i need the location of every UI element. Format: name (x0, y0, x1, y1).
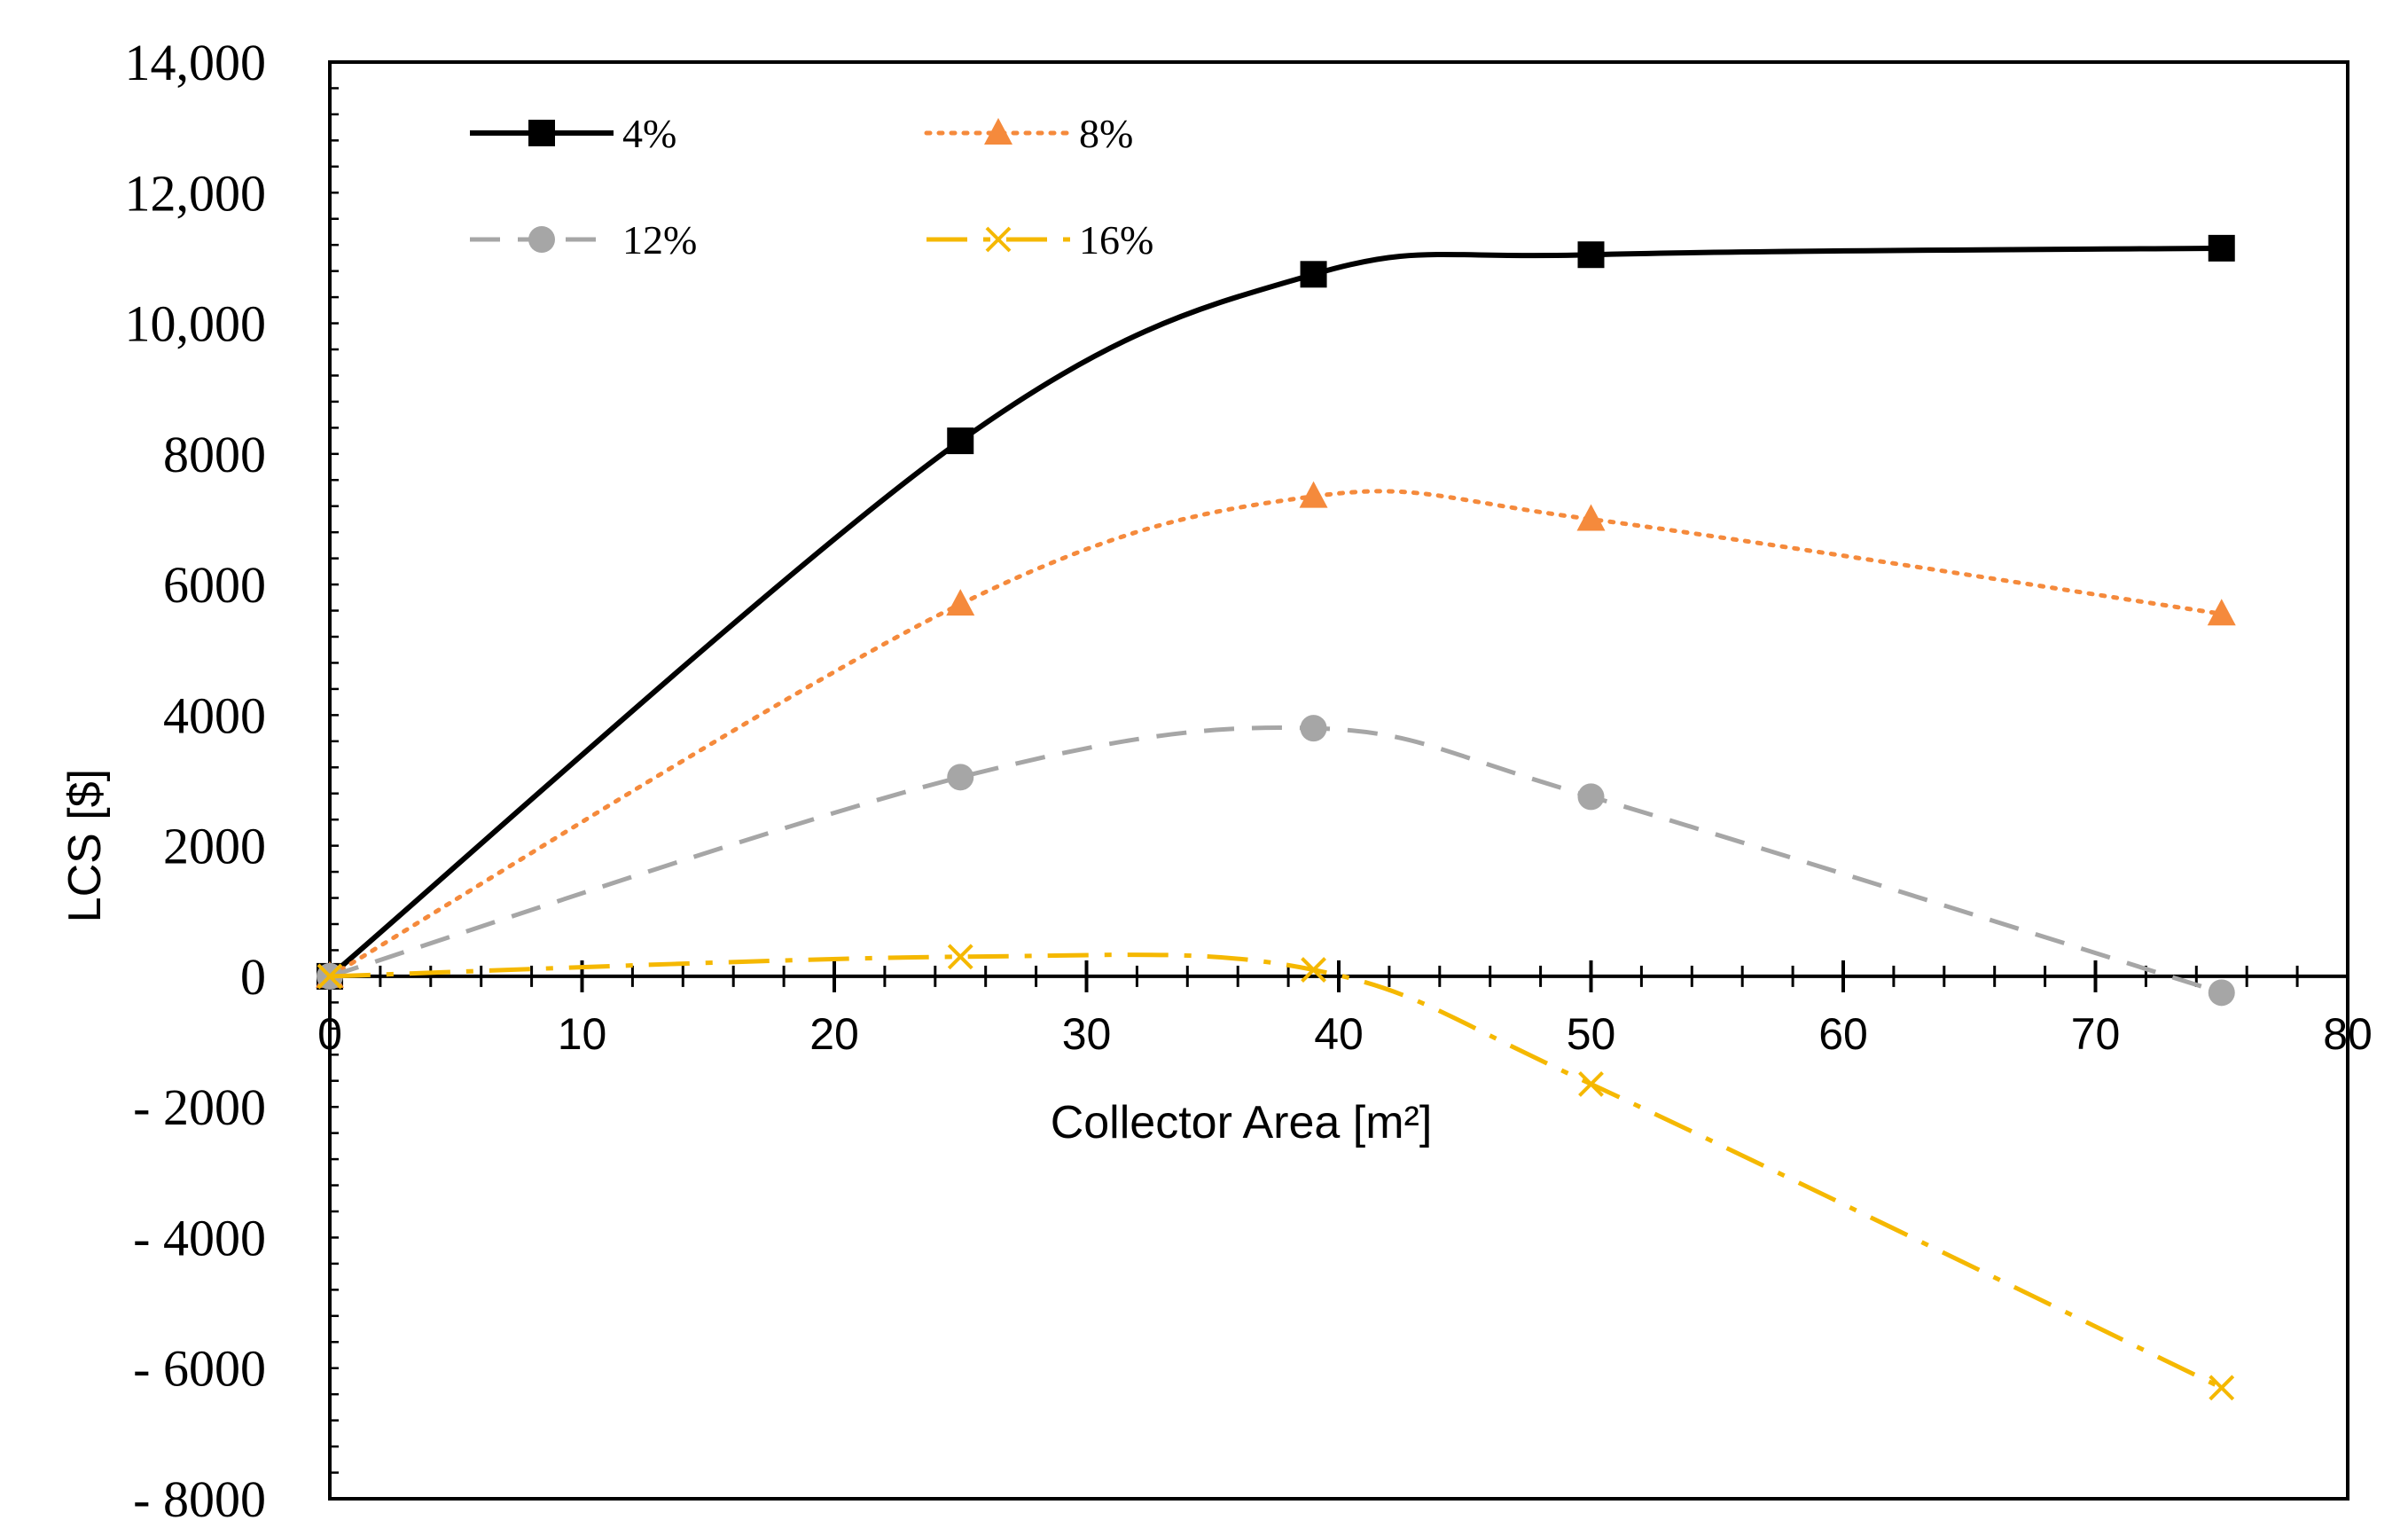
x-marker-stroke (2209, 1375, 2235, 1401)
legend-swatch-marker (985, 226, 1012, 253)
data-point-marker (1578, 1070, 1604, 1097)
y-tick-label: - 4000 (133, 1209, 266, 1266)
data-point-marker (1576, 504, 1606, 531)
y-tick-label: 12,000 (125, 164, 267, 222)
data-point-marker (1577, 783, 1605, 811)
x-tick-label: 10 (558, 1009, 607, 1059)
plot-frame (328, 60, 2349, 1501)
data-point-marker (1300, 261, 1327, 288)
legend-label: 12% (622, 217, 697, 263)
x-tick-label: 70 (2071, 1009, 2121, 1059)
x-marker-stroke (317, 963, 343, 990)
legend-label: 8% (1079, 111, 1133, 156)
series-line (329, 725, 2223, 995)
series-16pct (317, 944, 2235, 1401)
data-point-marker (947, 427, 974, 455)
data-point-marker (947, 764, 974, 791)
x-tick-label: 30 (1062, 1009, 1112, 1059)
y-tick-label: 4000 (163, 686, 266, 744)
y-tick-labels: 14,000 12,000 10,000 8000 6000 4000 2000 0 - 200… (125, 34, 267, 1528)
data-point-marker (2208, 234, 2235, 262)
legend-item: 8% (924, 111, 1133, 156)
data-point-marker (946, 589, 975, 616)
data-point-marker (317, 963, 343, 990)
series-line (327, 489, 2224, 979)
data-point-marker (1577, 241, 1605, 269)
x-marker-stroke (1301, 957, 1326, 983)
x-tick-label: 0 (317, 1009, 342, 1059)
series-4pct (317, 234, 2235, 990)
y-tick-label: - 6000 (133, 1340, 266, 1398)
legend-label: 16% (1079, 217, 1153, 263)
series-line (328, 245, 2222, 979)
x-tick-label: 40 (1314, 1009, 1364, 1059)
x-axis-title: Collector Area [m²] (1051, 1097, 1433, 1148)
data-point-marker (1300, 715, 1327, 742)
x-tick-labels: 0 10 20 30 40 50 60 70 80 (317, 1009, 2373, 1059)
y-tick-label: - 8000 (133, 1470, 266, 1528)
legend: 4% 8% 12% 16% (470, 111, 1153, 263)
legend-item: 16% (926, 217, 1153, 263)
data-point-marker (947, 944, 973, 970)
x-tick-label: 60 (1818, 1009, 1868, 1059)
y-tick-label: 14,000 (125, 34, 267, 91)
x-tick-label: 50 (1567, 1009, 1616, 1059)
y-axis-title: LCS [$] (59, 769, 111, 922)
data-point-marker (1301, 957, 1326, 983)
y-tick-label: 8000 (163, 426, 266, 483)
legend-swatch-marker (528, 226, 555, 253)
legend-item: 4% (470, 111, 676, 156)
y-tick-label: - 2000 (133, 1078, 266, 1136)
x-marker-stroke (1578, 1070, 1604, 1097)
x-marker-stroke (947, 944, 973, 970)
series-layer (316, 234, 2236, 1401)
series-12pct (317, 715, 2235, 1007)
y-tick-label: 6000 (163, 556, 266, 614)
x-tick-label: 80 (2323, 1009, 2373, 1059)
data-point-marker (2208, 979, 2235, 1007)
y-tick-label: 10,000 (125, 295, 267, 353)
legend-swatch-marker (984, 118, 1012, 145)
data-point-marker (2207, 599, 2236, 626)
y-tick-label: 0 (240, 948, 266, 1006)
y-tick-label: 2000 (163, 818, 266, 875)
legend-label: 4% (622, 111, 676, 156)
x-tick-label: 20 (809, 1009, 859, 1059)
data-point-marker (2209, 1375, 2235, 1401)
legend-item: 12% (470, 217, 697, 263)
data-point-marker (1299, 481, 1328, 508)
series-line (329, 952, 2223, 1391)
x-marker-stroke (985, 226, 1012, 253)
legend-swatch-marker (528, 120, 555, 146)
y-minor-ticks (330, 60, 339, 1501)
